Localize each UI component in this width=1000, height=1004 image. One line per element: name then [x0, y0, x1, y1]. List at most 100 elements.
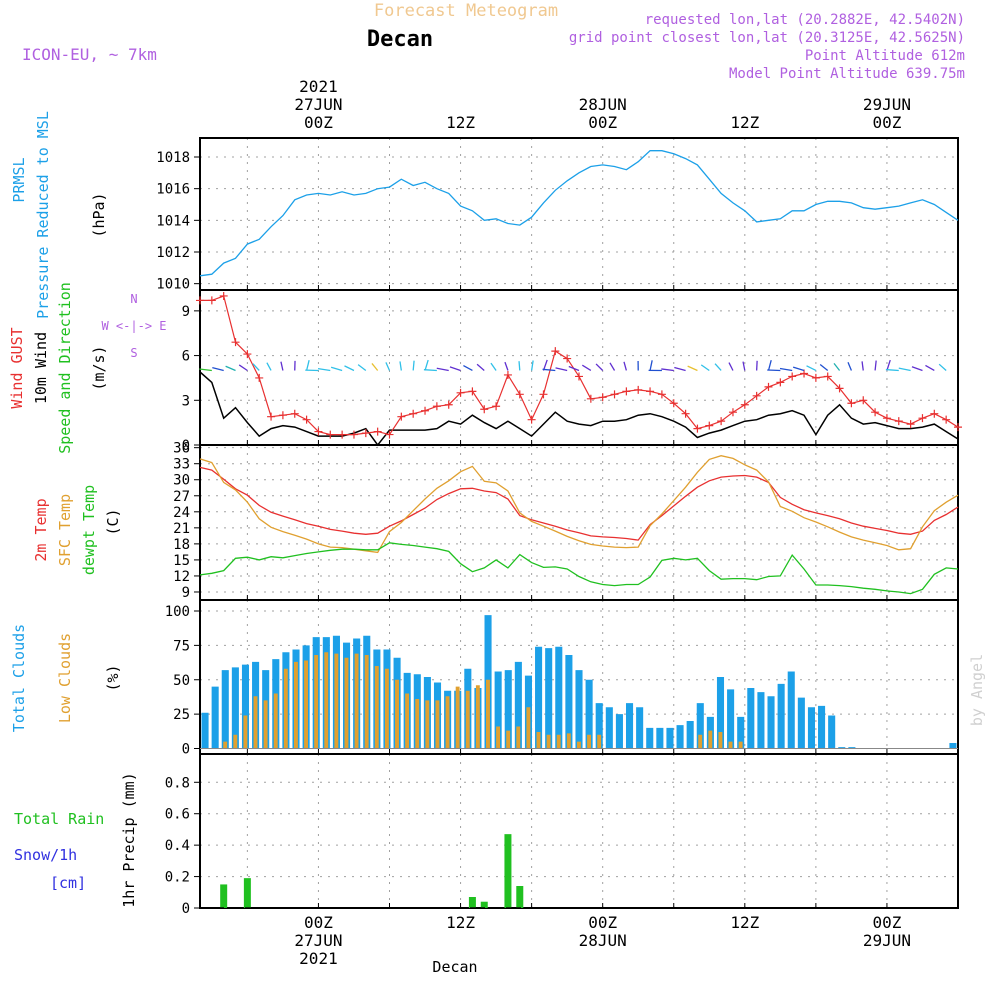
- wind-direction-arrow: [519, 361, 520, 370]
- product-title: Forecast Meteogram: [374, 1, 558, 21]
- gust-marker: [930, 410, 938, 418]
- low-cloud-bar: [324, 652, 328, 748]
- low-cloud-bar: [466, 691, 470, 749]
- wind-direction-arrow: [413, 361, 414, 371]
- requested-coords: requested lon,lat (20.2882E, 42.5402N): [645, 12, 965, 28]
- low-cloud-bar: [729, 742, 733, 749]
- low-cloud-bar: [405, 694, 409, 749]
- temp-panel-labels: 2m Temp SFC Temp dewpt Temp (C): [32, 485, 122, 575]
- gust-marker: [705, 422, 713, 430]
- gust-marker: [374, 428, 382, 436]
- wind-direction-arrow: [543, 369, 556, 370]
- panel-frame-1: [200, 290, 958, 445]
- low-cloud-bar: [254, 696, 258, 748]
- wind-direction-arrow: [886, 370, 899, 371]
- low-cloud-label: Low Clouds: [56, 633, 74, 723]
- wind-direction-arrow: [688, 366, 698, 370]
- low-cloud-bar: [708, 731, 712, 749]
- gust-marker: [776, 378, 784, 386]
- bottom-time-label: 12Z: [730, 913, 759, 932]
- top-time-label: 27JUN: [294, 95, 342, 114]
- chart-layer: 1010101210141016101803699121518212427303…: [156, 77, 1000, 968]
- low-cloud-bar: [365, 655, 369, 749]
- prmsl-label: PRMSL: [10, 157, 28, 202]
- bottom-time-label: 29JUN: [863, 931, 911, 950]
- rain-bar: [244, 878, 251, 908]
- y-tick-label: 50: [173, 673, 190, 689]
- wind-direction-arrow: [848, 362, 851, 370]
- low-cloud-bar: [304, 661, 308, 749]
- bottom-time-label: 00Z: [304, 913, 333, 932]
- total-cloud-bar: [828, 716, 835, 749]
- total-cloud-bar: [767, 696, 774, 748]
- gust-marker: [255, 374, 263, 382]
- low-cloud-bar: [385, 669, 389, 749]
- wind-direction-arrow: [199, 369, 212, 370]
- low-cloud-bar: [577, 742, 581, 749]
- y-tick-label: 0.6: [165, 807, 190, 823]
- gust-marker: [433, 402, 441, 410]
- wind-direction-arrow: [939, 364, 946, 370]
- total-cloud-bar: [687, 721, 694, 749]
- bottom-time-label: 28JUN: [579, 931, 627, 950]
- wind-direction-arrow: [463, 366, 472, 371]
- top-time-label: 00Z: [872, 113, 901, 132]
- wind-direction-arrow: [386, 362, 390, 370]
- wind-direction-arrow: [887, 360, 890, 370]
- gust-marker: [409, 410, 417, 418]
- wind-direction-arrow: [650, 360, 652, 370]
- dewpt-label: dewpt Temp: [80, 485, 98, 575]
- top-time-label: 12Z: [446, 113, 475, 132]
- wind-direction-arrow: [807, 366, 816, 371]
- low-cloud-bar: [718, 732, 722, 749]
- gust-marker: [279, 411, 287, 419]
- model-altitude: Model Point Altitude 639.75m: [729, 66, 965, 82]
- wind-direction-arrow: [674, 368, 685, 371]
- wind-direction-arrow: [729, 363, 733, 371]
- rain-label: Total Rain: [14, 810, 104, 828]
- grid-panel-4: 00.20.40.60.8: [165, 754, 958, 917]
- cloud-panel-labels: Total Clouds Low Clouds (%): [10, 624, 122, 732]
- low-cloud-bar: [587, 735, 591, 749]
- total-cloud-bar: [616, 714, 623, 748]
- total-cloud-bar: [747, 688, 754, 749]
- wind-label: 10m Wind: [32, 332, 50, 404]
- low-cloud-bar: [345, 658, 349, 749]
- y-tick-label: 25: [173, 707, 190, 723]
- total-cloud-bar: [555, 647, 562, 749]
- top-time-label: 00Z: [304, 113, 333, 132]
- y-tick-label: 33: [173, 457, 190, 473]
- wind-direction-arrow: [780, 369, 792, 371]
- low-cloud-bar: [243, 716, 247, 749]
- y-tick-label: 1010: [156, 277, 190, 293]
- low-cloud-bar: [223, 742, 227, 749]
- low-cloud-bar: [496, 727, 500, 749]
- y-tick-label: 18: [173, 537, 190, 553]
- gust-marker: [883, 414, 891, 422]
- bottom-time-label: 00Z: [872, 913, 901, 932]
- gust-marker: [800, 369, 808, 377]
- gust-marker: [622, 387, 630, 395]
- gust-marker: [646, 387, 654, 395]
- gust-marker: [326, 431, 334, 439]
- total-cloud-bar: [606, 707, 613, 748]
- gust-marker: [291, 410, 299, 418]
- wind-direction-arrow: [899, 368, 911, 370]
- wind-panel-labels: Wind GUST 10m Wind Speed and Direction (…: [8, 282, 167, 454]
- gust-marker: [397, 413, 405, 421]
- wind-direction-arrow: [767, 370, 780, 371]
- wind-direction-arrow: [875, 361, 876, 371]
- total-cloud-bar: [646, 728, 653, 749]
- gust-marker: [267, 413, 275, 421]
- total-cloud-bar: [545, 648, 552, 748]
- gust-marker: [539, 390, 547, 398]
- watermark: by Angel: [968, 654, 986, 726]
- pressure-unit: (hPa): [90, 192, 108, 237]
- pressure-label: Pressure Reduced to MSL: [34, 111, 52, 319]
- low-cloud-bar: [567, 733, 571, 748]
- low-cloud-bar: [274, 694, 278, 749]
- gust-marker: [338, 431, 346, 439]
- top-time-label: 12Z: [730, 113, 759, 132]
